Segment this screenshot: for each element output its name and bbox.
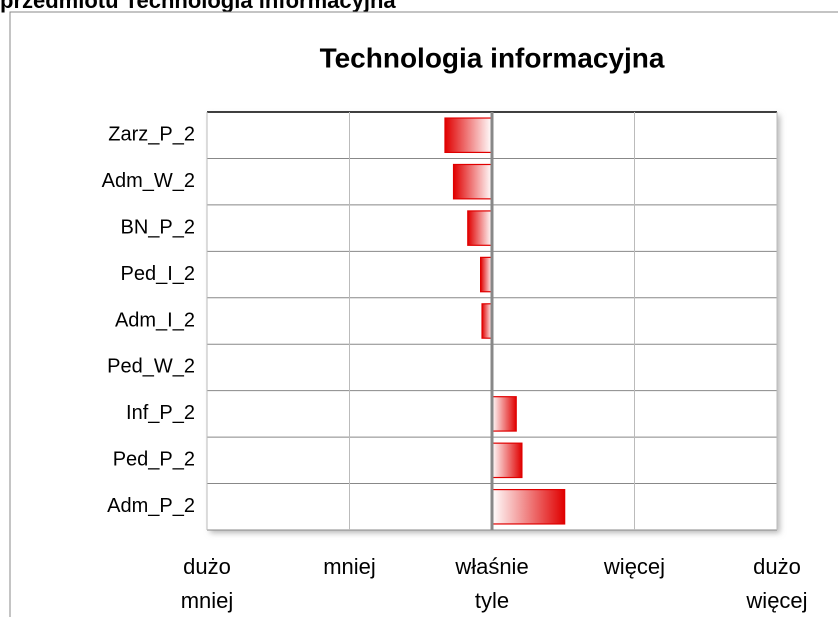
- bar: [491, 442, 523, 479]
- y-tick-label: Adm_I_2: [115, 309, 195, 331]
- bar: [467, 210, 493, 246]
- chart-title: Technologia informacyjna: [320, 42, 665, 73]
- x-tick-label: właśnie tyle: [455, 554, 529, 613]
- x-tick-label: więcej: [603, 554, 666, 579]
- y-tick-label: BN_P_2: [121, 216, 196, 238]
- bar: [480, 256, 493, 293]
- bar: [491, 488, 566, 525]
- x-tick-label: mniej: [323, 554, 376, 579]
- y-tick-label: Ped_W_2: [107, 356, 195, 378]
- bar: [452, 163, 493, 200]
- page-header: przedmiotu Technologia informacyjna: [0, 0, 396, 13]
- x-tick-label: dużo mniej: [180, 554, 234, 613]
- y-tick-label: Adm_W_2: [102, 170, 195, 192]
- y-tick-label: Zarz_P_2: [108, 124, 195, 146]
- y-tick-label: Ped_P_2: [113, 449, 195, 471]
- bar: [491, 396, 517, 432]
- x-tick-label: dużo więcej: [746, 554, 808, 613]
- y-tick-label: Adm_P_2: [107, 495, 195, 517]
- bar: [444, 117, 493, 154]
- y-tick-label: Inf_P_2: [126, 402, 195, 424]
- y-tick-label: Ped_I_2: [120, 263, 195, 285]
